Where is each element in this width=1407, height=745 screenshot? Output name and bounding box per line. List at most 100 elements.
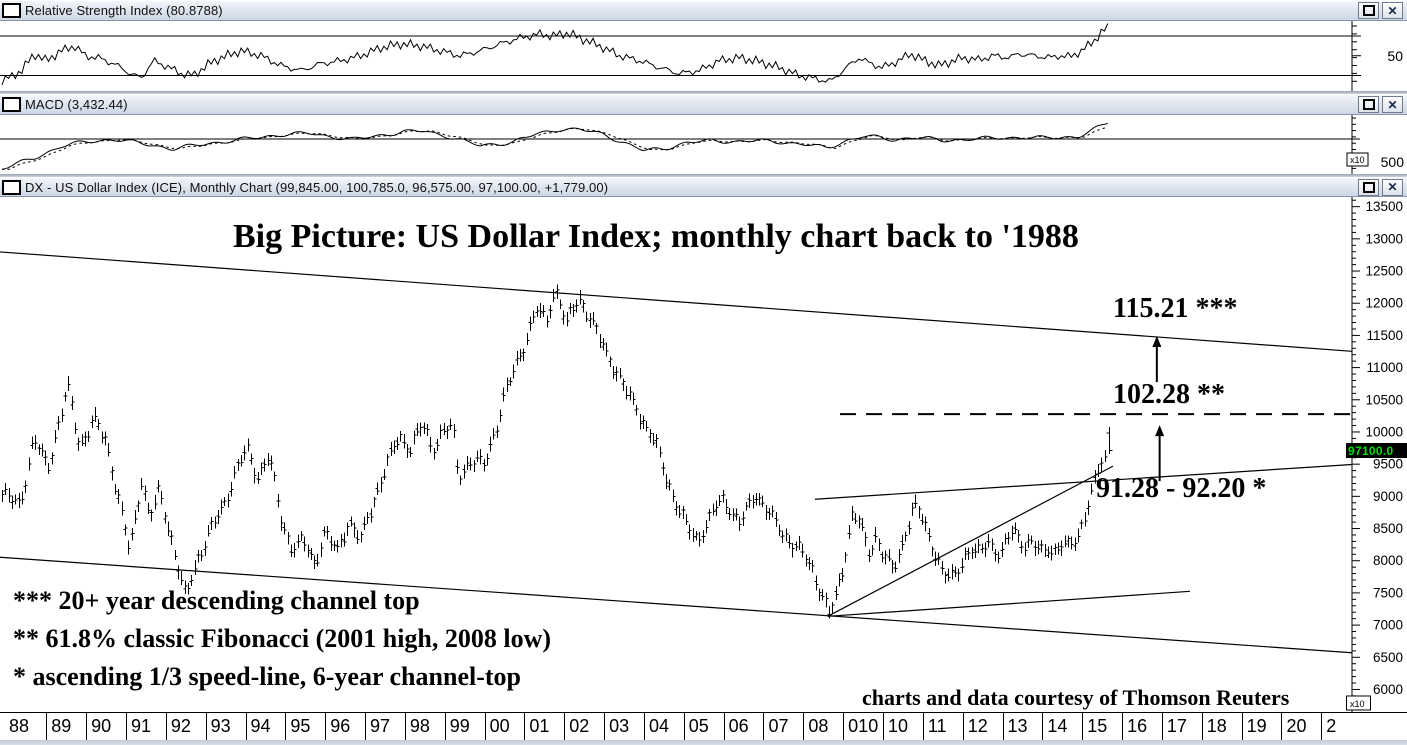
rsi-close-button[interactable]: ✕ — [1382, 2, 1403, 19]
x-tick-label: 96 — [325, 713, 365, 740]
macd-maximize-button[interactable] — [1358, 96, 1379, 113]
target-level-115: 115.21 *** — [1113, 293, 1238, 324]
price-y-tick-label: 6500 — [1373, 650, 1403, 665]
trendline-one-third-speed-line — [827, 465, 1114, 617]
x-tick-label: 93 — [205, 713, 246, 740]
price-maximize-button[interactable] — [1358, 178, 1379, 196]
trendline-descending-channel-top — [0, 251, 1353, 352]
macd-title: MACD (3,432.44) — [25, 97, 128, 112]
chart-window-icon — [2, 179, 21, 195]
rsi-maximize-button[interactable] — [1358, 2, 1379, 19]
x-tick-label: 95 — [285, 713, 325, 740]
rsi-y-tick-label: 50 — [1387, 48, 1403, 64]
close-icon: ✕ — [1387, 97, 1398, 112]
arrow-to-115-head — [1152, 336, 1162, 348]
rsi-panel: Relative Strength Index (80.8788) ✕ 50 — [0, 0, 1407, 91]
x-tick-label: 89 — [46, 713, 86, 740]
price-panel: DX - US Dollar Index (ICE), Monthly Char… — [0, 177, 1407, 712]
x-tick-label: 06 — [723, 713, 764, 740]
chart-main-title: Big Picture: US Dollar Index; monthly ch… — [233, 218, 1079, 255]
macd-window-buttons: ✕ — [1358, 96, 1407, 113]
trendline-ascending-support-line — [827, 590, 1190, 617]
chart-window-icon — [2, 3, 21, 18]
macd-line — [1, 122, 1108, 170]
price-y-tick-label: 12000 — [1365, 296, 1403, 311]
x-tick-label: 11 — [922, 713, 963, 740]
bottom-scroll-strip[interactable] — [0, 740, 1407, 745]
price-y-tick-label: 13500 — [1365, 199, 1403, 214]
x-tick-label: 94 — [245, 713, 286, 740]
macd-close-button[interactable]: ✕ — [1382, 96, 1403, 113]
price-y-tick-label: 9500 — [1373, 457, 1403, 472]
price-y-tick-label: 7000 — [1373, 618, 1403, 633]
rsi-titlebar[interactable]: Relative Strength Index (80.8788) ✕ — [0, 0, 1407, 21]
price-bars — [2, 284, 1113, 619]
macd-multiplier-label: x10 — [1350, 155, 1365, 165]
x-tick-label: 99 — [444, 713, 485, 740]
x-tick-label: 03 — [604, 713, 644, 740]
price-titlebar[interactable]: DX - US Dollar Index (ICE), Monthly Char… — [0, 177, 1407, 197]
price-y-tick-label: 11000 — [1366, 360, 1403, 375]
x-tick-label: 15 — [1082, 713, 1122, 740]
footnote-channel-top: *** 20+ year descending channel top — [13, 586, 420, 615]
x-tick-label: 16 — [1122, 713, 1162, 740]
x-tick-label: 00 — [484, 713, 525, 740]
rsi-window-buttons: ✕ — [1358, 2, 1407, 19]
price-close-button[interactable]: ✕ — [1382, 178, 1403, 196]
trendline-descending-channel-bottom — [0, 556, 1353, 654]
x-tick-label: 010 — [843, 713, 883, 740]
target-level-91: 91.28 - 92.20 * — [1096, 473, 1267, 504]
x-tick-label: 05 — [683, 713, 724, 740]
x-tick-label: 98 — [404, 713, 445, 740]
maximize-icon — [1362, 5, 1375, 16]
macd-y-tick-label: 500 — [1381, 154, 1405, 170]
x-tick-label: 97 — [365, 713, 405, 740]
price-y-tick-label: 6000 — [1373, 682, 1403, 697]
price-window-buttons: ✕ — [1358, 178, 1407, 196]
x-tick-label: 18 — [1201, 713, 1242, 740]
price-multiplier-box — [1346, 695, 1371, 711]
chart-window-icon — [2, 97, 21, 112]
courtesy-note: charts and data courtesy of Thomson Reut… — [862, 685, 1290, 710]
target-level-102: 102.28 ** — [1113, 379, 1225, 410]
close-icon: ✕ — [1387, 3, 1398, 18]
maximize-icon — [1362, 99, 1375, 110]
x-tick-label: 17 — [1161, 713, 1202, 740]
price-y-tick-label: 8500 — [1373, 521, 1403, 536]
x-tick-label: 14 — [1042, 713, 1082, 740]
x-tick-label: 19 — [1241, 713, 1282, 740]
x-tick-label: 88 — [9, 716, 30, 736]
price-y-tick-label: 8000 — [1373, 553, 1403, 568]
x-tick-label: 07 — [763, 713, 803, 740]
price-y-tick-label: 12500 — [1365, 264, 1403, 279]
price-y-tick-label: 11500 — [1366, 328, 1403, 343]
price-multiplier-label: x10 — [1350, 699, 1365, 709]
x-tick-label: 90 — [86, 713, 126, 740]
rsi-line — [1, 23, 1109, 86]
macd-signal-line — [1, 126, 1108, 170]
price-y-tick-label: 13000 — [1365, 231, 1403, 246]
price-title: DX - US Dollar Index (ICE), Monthly Char… — [25, 179, 609, 195]
macd-titlebar[interactable]: MACD (3,432.44) ✕ — [0, 94, 1407, 115]
x-tick-label: 02 — [564, 713, 604, 740]
arrow-to-102-head — [1155, 425, 1165, 437]
price-y-tick-label: 9000 — [1373, 489, 1403, 504]
panel-divider — [0, 174, 1407, 177]
macd-plot[interactable]: x10 500 — [0, 115, 1407, 174]
price-plot-area: 13500 13000 12500 12000 11500 11000 10500 10000… — [0, 197, 1407, 712]
rsi-plot[interactable]: 50 — [0, 21, 1407, 91]
x-tick-label: 13 — [1002, 713, 1043, 740]
price-y-tick-label: 10000 — [1365, 424, 1403, 439]
x-tick-label: 91 — [125, 713, 166, 740]
footnote-speed-line: * ascending 1/3 speed-line, 6-year chann… — [13, 662, 521, 691]
x-tick-label: 92 — [165, 713, 206, 740]
price-y-tick-label: 10500 — [1365, 392, 1403, 407]
x-tick-label: 20 — [1281, 713, 1321, 740]
panel-divider — [0, 91, 1407, 94]
macd-multiplier-box — [1346, 152, 1369, 167]
x-tick-label: 10 — [883, 713, 923, 740]
x-tick-label: 08 — [803, 713, 843, 740]
last-price-marker: 97100.0 — [1346, 443, 1407, 458]
close-icon: ✕ — [1387, 180, 1398, 194]
